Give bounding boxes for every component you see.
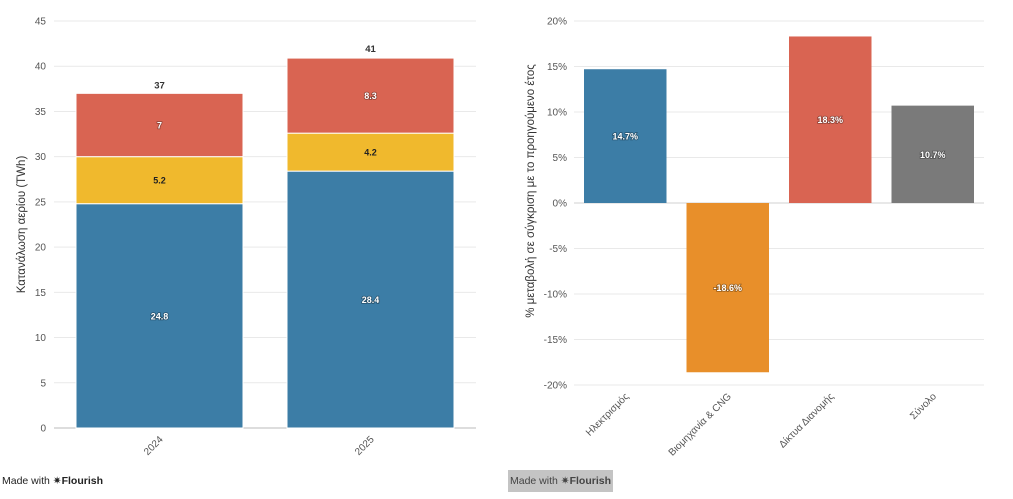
data-label: 28.4 [362, 295, 380, 305]
bar-segment [75, 92, 244, 158]
y-tick-label: 25 [35, 197, 47, 208]
y-tick-label: 35 [35, 107, 47, 118]
y-tick-label: 30 [35, 152, 47, 163]
bar [686, 203, 769, 373]
bar [789, 36, 872, 203]
bar-segment [75, 156, 244, 205]
bar-segment [286, 170, 455, 429]
data-label: 8.3 [364, 91, 377, 101]
data-label: 5.2 [153, 176, 166, 186]
y-tick-label: 5% [553, 153, 568, 164]
y-tick-label: -5% [549, 244, 567, 255]
data-label: 4.2 [364, 148, 377, 158]
bar [584, 69, 667, 203]
x-tick-label: 2025 [353, 434, 377, 458]
made-with-text: Made with [2, 475, 50, 487]
change-bar-chart: -20% -15% -10% -5% 0% 5% 10% 15% 20% % μεταβολή σ… [525, 17, 984, 459]
x-tick-label: Δίκτυα Διανομής [776, 391, 836, 451]
flourish-logo: ✷Flourish [560, 475, 611, 487]
x-tick-label: 2024 [142, 434, 166, 458]
data-label: -18.6% [713, 283, 742, 293]
total-label: 37 [154, 80, 165, 91]
total-label: 41 [365, 44, 376, 55]
y-tick-label: 0% [553, 199, 568, 210]
x-tick-label: Σύνολο [907, 390, 939, 422]
data-label: 14.7% [612, 132, 638, 142]
bar-segment [286, 57, 455, 134]
bar-segment [286, 132, 455, 172]
y-tick-label: -20% [544, 381, 567, 392]
y-tick-label: 20 [35, 243, 47, 254]
flourish-logo: ✷Flourish [52, 475, 103, 487]
y-tick-label: 45 [35, 17, 47, 28]
y-tick-label: -10% [544, 290, 567, 301]
y-axis-title: % μεταβολή σε σύγκριση με το προηγούμενο… [525, 64, 537, 318]
y-tick-label: 15% [547, 62, 567, 73]
y-tick-label: 20% [547, 17, 567, 28]
y-tick-label: -15% [544, 335, 567, 346]
bar [891, 105, 974, 203]
y-tick-label: 40 [35, 62, 47, 73]
flourish-badge-right[interactable]: Made with ✷Flourish [508, 470, 613, 492]
made-with-text: Made with [510, 475, 558, 487]
y-tick-label: 5 [40, 378, 46, 389]
y-tick-label: 10 [35, 333, 47, 344]
x-tick-label: Ηλεκτρισμός [583, 391, 631, 439]
x-tick-label: Βιομηχανία & CNG [666, 390, 734, 458]
y-tick-label: 10% [547, 108, 567, 119]
data-label: 18.3% [817, 115, 843, 125]
data-label: 24.8 [151, 311, 169, 321]
data-label: 10.7% [920, 150, 946, 160]
y-axis-title: Κατανάλωση αερίου (TWh) [16, 156, 28, 294]
data-label: 7 [157, 121, 162, 131]
flourish-badge-left[interactable]: Made with ✷Flourish [0, 470, 105, 492]
y-tick-label: 0 [40, 424, 46, 435]
y-tick-label: 15 [35, 288, 47, 299]
